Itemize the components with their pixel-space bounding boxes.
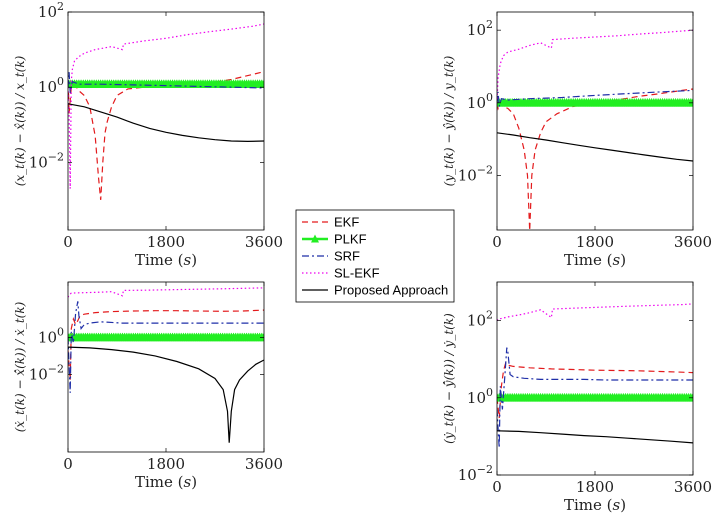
legend-entry: EKF (334, 215, 359, 230)
x-tick-label: 0 (63, 233, 73, 251)
y-axis-label: (y_t(k) − ŷ(k)) / y_t(k) (442, 55, 456, 186)
series-line-srf (68, 72, 264, 94)
plkf-marker (259, 79, 264, 88)
y-axis-label: (ẏ_t(k) − ŷ̇(k)) / ẏ_t(k) (442, 313, 456, 444)
plkf-marker (688, 392, 693, 402)
legend-entry: SRF (334, 249, 360, 264)
plkf-marker (688, 97, 693, 107)
series-line-proposed-approach (497, 430, 693, 444)
panel-y: 0 1800 3600 102 100 10−2 Time (s) (y_t(k) − ŷ(k… (442, 11, 712, 269)
y-tick-label: 10−2 (29, 362, 64, 383)
x-tick-label: 0 (492, 478, 502, 496)
axis-frame (67, 281, 265, 453)
y-tick-label: 10−2 (29, 150, 64, 171)
series-line-sl-ekf (68, 23, 264, 189)
y-tick-label: 10−2 (458, 164, 493, 185)
legend-entry: SL-EKF (334, 266, 380, 281)
x-tick-label: 3600 (245, 455, 283, 473)
x-tick-label: 1800 (147, 233, 185, 251)
y-tick-label: 102 (38, 0, 64, 21)
legend: EKF PLKF SRF SL-EKF Proposed Approach (295, 209, 455, 303)
axis-frame (67, 11, 265, 231)
plkf-marker (259, 332, 264, 342)
y-tick-label: 102 (467, 309, 493, 330)
y-tick-label: 100 (38, 325, 64, 346)
x-axis-label: Time (s) (135, 473, 197, 491)
legend-entry: Proposed Approach (334, 283, 448, 298)
series-line-proposed-approach (497, 132, 693, 162)
x-tick-label: 3600 (674, 233, 712, 251)
series-line-proposed-approach (68, 346, 264, 443)
legend-entry: PLKF (334, 232, 367, 247)
x-tick-label: 0 (63, 455, 73, 473)
y-tick-label: 10−2 (458, 463, 493, 484)
x-tick-label: 3600 (674, 478, 712, 496)
series-line-srf (497, 347, 693, 449)
y-axis-label: (ẋ_t(k) − x̂̇(k)) / ẋ_t(k) (13, 301, 27, 432)
series-line-sl-ekf (497, 29, 693, 103)
series-line-sl-ekf (68, 287, 264, 298)
x-axis-label: Time (s) (135, 251, 197, 269)
series-line-ekf (497, 88, 693, 230)
x-tick-label: 0 (492, 233, 502, 251)
panel-x: 0 1800 3600 102 100 10−2 Time (s) (x_t(k) − x̂(… (13, 0, 283, 269)
series-group (68, 287, 264, 443)
series-line-srf (497, 89, 693, 107)
series-group (497, 303, 693, 449)
series-line-ekf (68, 309, 264, 381)
legend-marker (311, 234, 319, 243)
axis-frame (496, 11, 694, 231)
series-line-srf (68, 301, 264, 393)
x-tick-label: 3600 (245, 233, 283, 251)
y-tick-label: 100 (38, 75, 64, 96)
y-tick-label: 100 (467, 91, 493, 112)
series-line-sl-ekf (497, 303, 693, 321)
series-group (497, 29, 693, 230)
panel-xdot: 0 1800 3600 100 10−2 Time (s) (ẋ_t(k) − x̂̇(k)… (13, 281, 283, 491)
y-tick-label: 102 (467, 18, 493, 39)
series-group (68, 23, 264, 200)
series-line-proposed-approach (68, 103, 264, 143)
x-axis-label: Time (s) (564, 251, 626, 269)
x-tick-label: 1800 (576, 478, 614, 496)
x-tick-label: 1800 (576, 233, 614, 251)
x-axis-label: Time (s) (564, 496, 626, 514)
y-axis-label: (x_t(k) − x̂(k)) / x_t(k) (13, 55, 27, 186)
panel-ydot: 0 1800 3600 102 100 10−2 Time (s) (ẏ_t(k) − ŷ̇(… (442, 281, 712, 514)
series-line-ekf (497, 361, 693, 419)
x-tick-label: 1800 (147, 455, 185, 473)
y-tick-label: 100 (467, 386, 493, 407)
series-line-ekf (68, 71, 264, 200)
